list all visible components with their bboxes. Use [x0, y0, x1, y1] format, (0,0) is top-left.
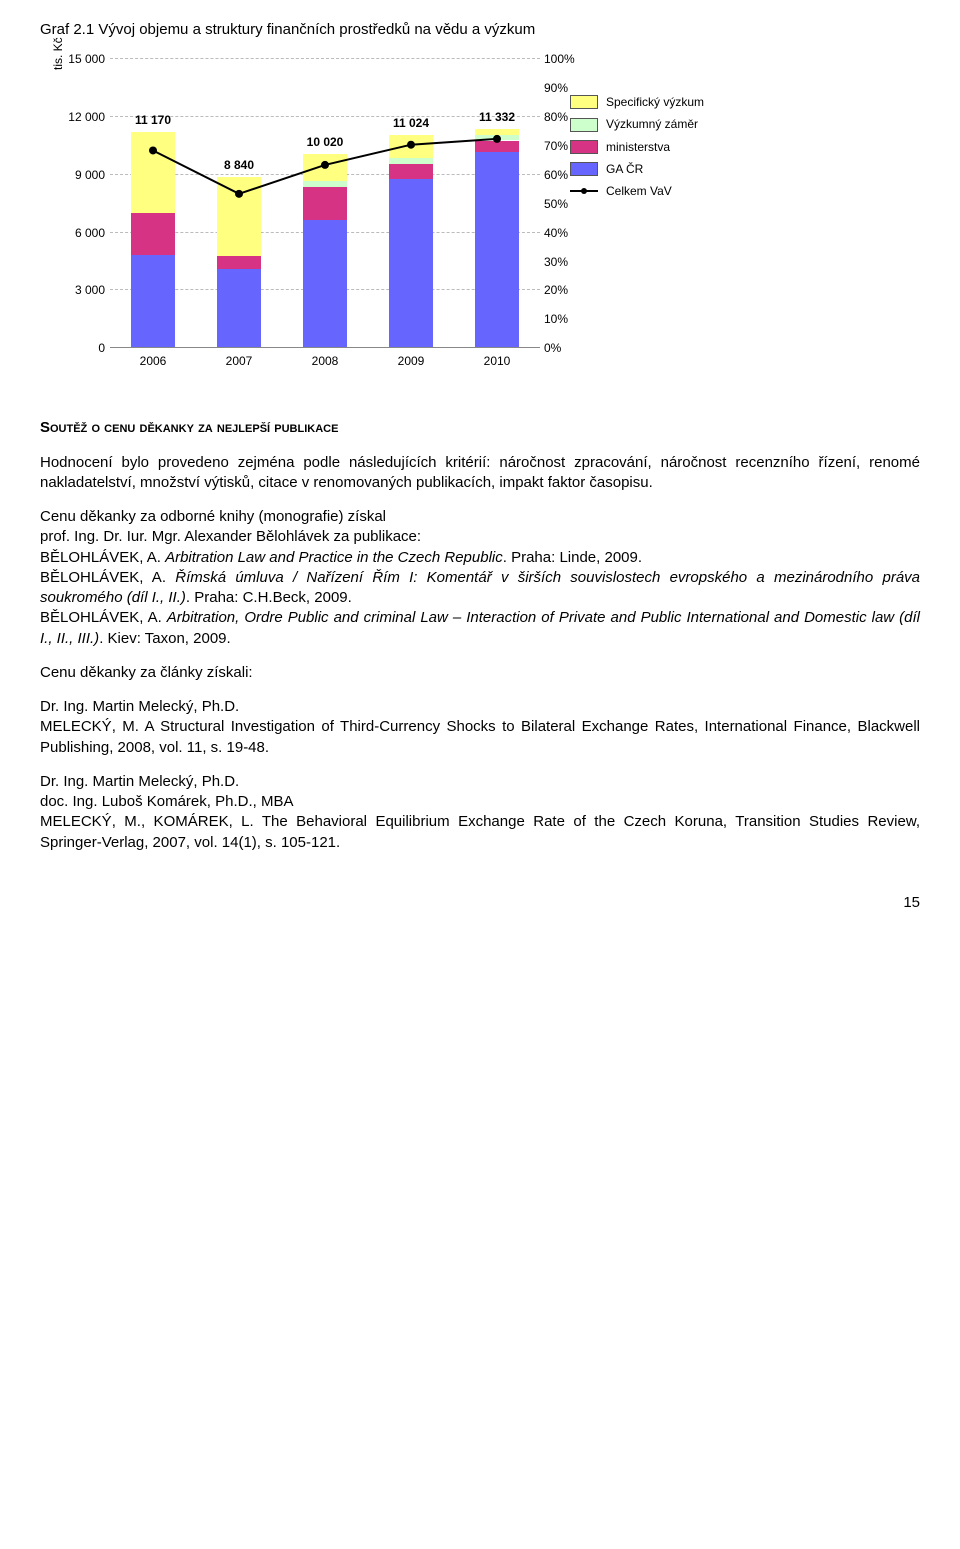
- section-heading: Soutěž o cenu děkanky za nejlepší publik…: [40, 418, 920, 438]
- y-tick-left: 12 000: [55, 109, 105, 125]
- y-tick-right: 40%: [544, 225, 588, 241]
- y-tick-left: 15 000: [55, 51, 105, 67]
- y-tick-left: 0: [55, 340, 105, 356]
- body-text: Dr. Ing. Martin Melecký, Ph.D.MELECKÝ, M…: [40, 697, 920, 758]
- chart-title: Graf 2.1 Vývoj objemu a struktury finanč…: [40, 20, 920, 40]
- x-tick: 2007: [217, 353, 261, 369]
- page-number: 15: [40, 893, 920, 913]
- y-tick-right: 0%: [544, 340, 588, 356]
- y-tick-left: 6 000: [55, 225, 105, 241]
- legend: Specifický výzkum Výzkumný záměr ministers…: [570, 88, 740, 205]
- chart: tis. Kč 03 0006 0009 00012 00015 0000%10…: [40, 48, 740, 388]
- body-text: Cenu děkanky za články získali:: [40, 663, 920, 683]
- body-text: Dr. Ing. Martin Melecký, Ph.D.doc. Ing. …: [40, 772, 920, 853]
- x-tick: 2009: [389, 353, 433, 369]
- y-tick-left: 3 000: [55, 282, 105, 298]
- legend-item: Specifický výzkum: [570, 94, 740, 110]
- y-tick-left: 9 000: [55, 167, 105, 183]
- body-text: Hodnocení bylo provedeno zejména podle n…: [40, 453, 920, 494]
- legend-item: ministerstva: [570, 139, 740, 155]
- x-tick: 2008: [303, 353, 347, 369]
- y-tick-right: 100%: [544, 51, 588, 67]
- y-tick-right: 20%: [544, 282, 588, 298]
- legend-item: Celkem VaV: [570, 183, 740, 199]
- y-tick-right: 30%: [544, 254, 588, 270]
- x-tick: 2006: [131, 353, 175, 369]
- legend-item: GA ČR: [570, 161, 740, 177]
- x-tick: 2010: [475, 353, 519, 369]
- y-tick-right: 10%: [544, 311, 588, 327]
- line-series: [110, 58, 540, 347]
- body-text: Cenu děkanky za odborné knihy (monografi…: [40, 507, 920, 649]
- legend-item: Výzkumný záměr: [570, 116, 740, 132]
